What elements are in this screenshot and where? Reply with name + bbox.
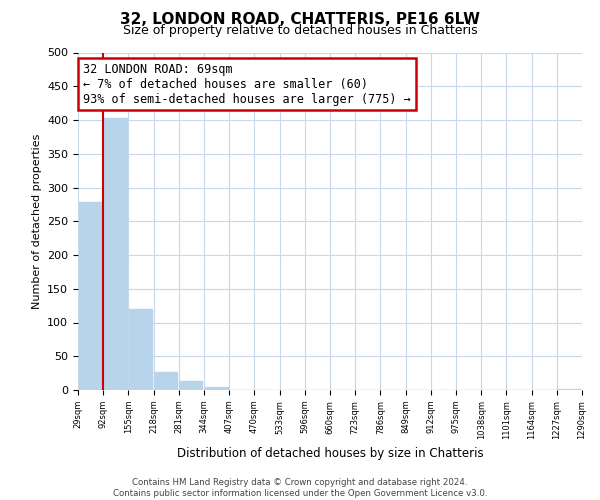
Bar (129, 309, 153, 390)
Bar (79, 202, 103, 390)
Bar (104, 118, 128, 390)
Bar (205, 388, 229, 390)
Text: Size of property relative to detached houses in Chatteris: Size of property relative to detached ho… (122, 24, 478, 37)
Bar (557, 388, 581, 390)
Bar (154, 372, 178, 390)
Y-axis label: Number of detached properties: Number of detached properties (32, 134, 41, 309)
Bar (179, 380, 203, 390)
Text: 32 LONDON ROAD: 69sqm
← 7% of detached houses are smaller (60)
93% of semi-detac: 32 LONDON ROAD: 69sqm ← 7% of detached h… (83, 62, 411, 106)
Text: Contains HM Land Registry data © Crown copyright and database right 2024.
Contai: Contains HM Land Registry data © Crown c… (113, 478, 487, 498)
Text: 32, LONDON ROAD, CHATTERIS, PE16 6LW: 32, LONDON ROAD, CHATTERIS, PE16 6LW (120, 12, 480, 28)
X-axis label: Distribution of detached houses by size in Chatteris: Distribution of detached houses by size … (176, 447, 484, 460)
